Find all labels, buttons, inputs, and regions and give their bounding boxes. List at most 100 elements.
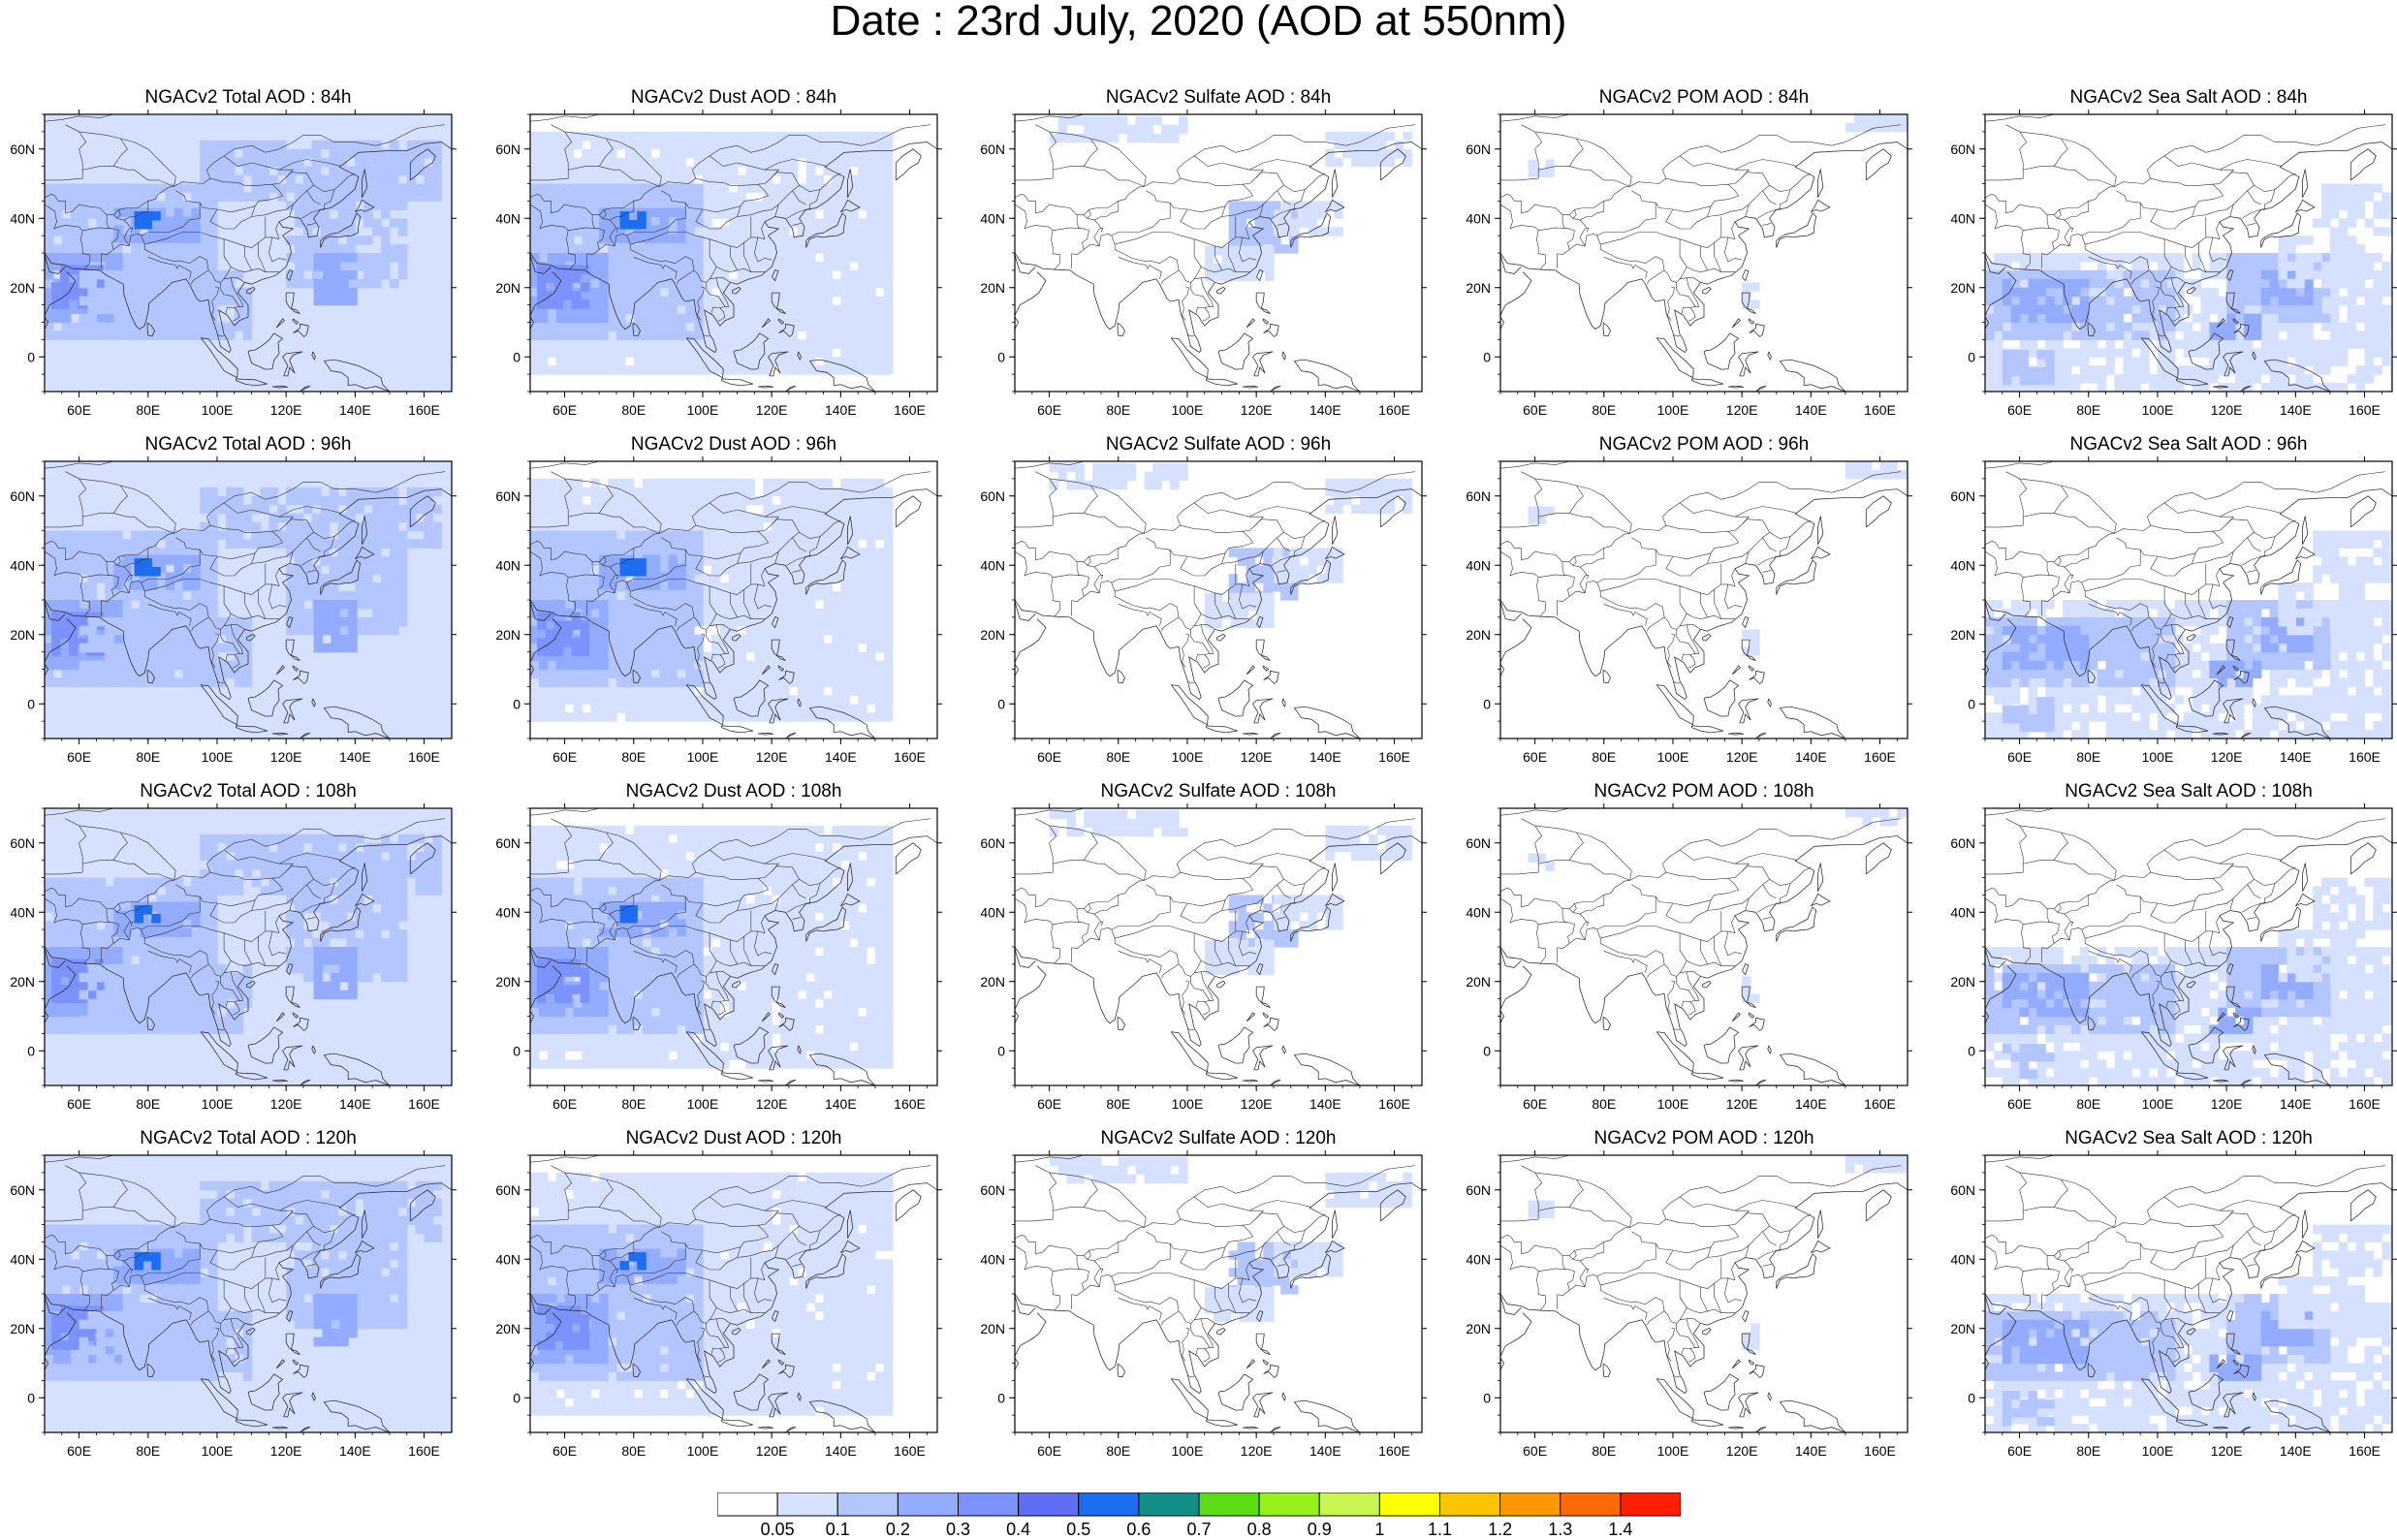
lon-tick-label: 80E: [2076, 402, 2100, 418]
lat-tick-label: 20N: [495, 1321, 520, 1336]
lon-tick-label: 120E: [1726, 402, 1758, 418]
lon-tick-label: 80E: [1106, 1443, 1130, 1459]
panel-title: NGACv2 Sulfate AOD : 108h: [1015, 781, 1422, 802]
colorbar-label: 1.2: [1488, 1520, 1512, 1540]
lat-tick-label: 20N: [1466, 1321, 1491, 1336]
colorbar-label: 0.4: [1006, 1520, 1030, 1540]
lon-tick-label: 80E: [136, 1096, 160, 1112]
colorbar-label: 0.3: [946, 1520, 970, 1540]
lat-tick-label: 20N: [1950, 627, 1975, 643]
lat-tick-label: 20N: [10, 974, 35, 990]
lon-tick-label: 100E: [687, 1096, 719, 1112]
lon-tick-label: 60E: [552, 1443, 577, 1459]
lon-tick-label: 140E: [1309, 749, 1341, 765]
colorbar-box: [1019, 1493, 1079, 1516]
lon-tick-label: 140E: [825, 402, 857, 418]
figure-title: Date : 23rd July, 2020 (AOD at 550nm): [0, 0, 2397, 43]
aod-field: [530, 826, 893, 1069]
lon-tick-label: 140E: [339, 1096, 371, 1112]
lon-tick-label: 60E: [2007, 1096, 2032, 1112]
lon-tick-label: 120E: [270, 402, 302, 418]
lon-tick-label: 60E: [67, 1096, 91, 1112]
panel-title: NGACv2 Dust AOD : 96h: [530, 434, 937, 456]
colorbar-label: 1.1: [1428, 1520, 1452, 1540]
colorbar-label: 0.05: [761, 1520, 795, 1540]
aod-field: [1050, 1157, 1412, 1322]
coastlines: [1465, 808, 1908, 1085]
lon-tick-label: 160E: [2349, 1443, 2381, 1459]
lat-tick-label: 40N: [495, 1251, 520, 1267]
lat-tick-label: 40N: [495, 210, 520, 226]
lat-tick-label: 20N: [1466, 627, 1491, 643]
lat-tick-label: 40N: [10, 210, 35, 226]
lon-tick-label: 80E: [2076, 1096, 2100, 1112]
lon-tick-label: 60E: [2007, 402, 2032, 418]
lat-tick-label: 20N: [1950, 974, 1975, 990]
lon-tick-label: 120E: [1726, 1096, 1758, 1112]
colorbar-box: [1621, 1493, 1681, 1516]
lon-tick-label: 80E: [136, 1443, 160, 1459]
lat-tick-label: 60N: [1466, 1182, 1491, 1198]
lat-tick-label: 60N: [10, 1182, 35, 1198]
lat-tick-label: 20N: [495, 974, 520, 990]
lat-tick-label: 0: [1968, 1390, 1975, 1405]
lat-tick-label: 40N: [10, 1251, 35, 1267]
aod-field: [1529, 114, 1915, 309]
lon-tick-label: 80E: [2076, 749, 2100, 765]
lon-tick-label: 140E: [825, 1443, 857, 1459]
lat-tick-label: 60N: [980, 488, 1005, 504]
aod-field: [530, 132, 893, 375]
lat-tick-label: 60N: [495, 1182, 520, 1198]
lon-tick-label: 120E: [756, 1443, 788, 1459]
lat-tick-label: 20N: [10, 280, 35, 296]
panel-title: NGACv2 POM AOD : 84h: [1500, 87, 1908, 109]
map-frame: [1500, 808, 1908, 1085]
lat-tick-label: 60N: [1950, 1182, 1975, 1198]
lon-tick-label: 100E: [1657, 1096, 1689, 1112]
lat-tick-label: 60N: [1950, 835, 1975, 851]
lat-tick-label: 20N: [10, 1321, 35, 1336]
colorbar-label: 1.4: [1608, 1520, 1632, 1540]
panel-title: NGACv2 Dust AOD : 120h: [530, 1128, 937, 1149]
lon-tick-label: 100E: [1172, 402, 1204, 418]
lon-tick-label: 80E: [1592, 1096, 1616, 1112]
colorbar-box: [1319, 1493, 1379, 1516]
lon-tick-label: 160E: [1378, 749, 1410, 765]
lon-tick-label: 140E: [339, 749, 371, 765]
panel-title: NGACv2 POM AOD : 108h: [1500, 781, 1908, 802]
lon-tick-label: 100E: [1172, 749, 1204, 765]
lat-tick-label: 20N: [980, 1321, 1005, 1336]
lat-tick-label: 0: [513, 696, 520, 711]
lon-tick-label: 100E: [1657, 1443, 1689, 1459]
lon-tick-label: 100E: [687, 749, 719, 765]
lat-tick-label: 20N: [495, 280, 520, 296]
lon-tick-label: 60E: [1523, 1443, 1547, 1459]
map-frame: [1500, 114, 1908, 392]
panel-title: NGACv2 Total AOD : 84h: [45, 87, 452, 109]
lat-tick-label: 40N: [1950, 904, 1975, 920]
colorbar-box: [837, 1493, 898, 1516]
lon-tick-label: 60E: [1523, 1096, 1547, 1112]
colorbar-box: [1139, 1493, 1199, 1516]
lon-tick-label: 160E: [1864, 1443, 1896, 1459]
lon-tick-label: 60E: [1523, 402, 1547, 418]
lon-tick-label: 140E: [825, 749, 857, 765]
lon-tick-label: 80E: [621, 1443, 646, 1459]
lat-tick-label: 40N: [1466, 904, 1491, 920]
lat-tick-label: 20N: [980, 974, 1005, 990]
lon-tick-label: 80E: [1106, 402, 1130, 418]
lat-tick-label: 40N: [1950, 1251, 1975, 1267]
lat-tick-label: 40N: [1950, 557, 1975, 573]
lon-tick-label: 80E: [1592, 1443, 1616, 1459]
